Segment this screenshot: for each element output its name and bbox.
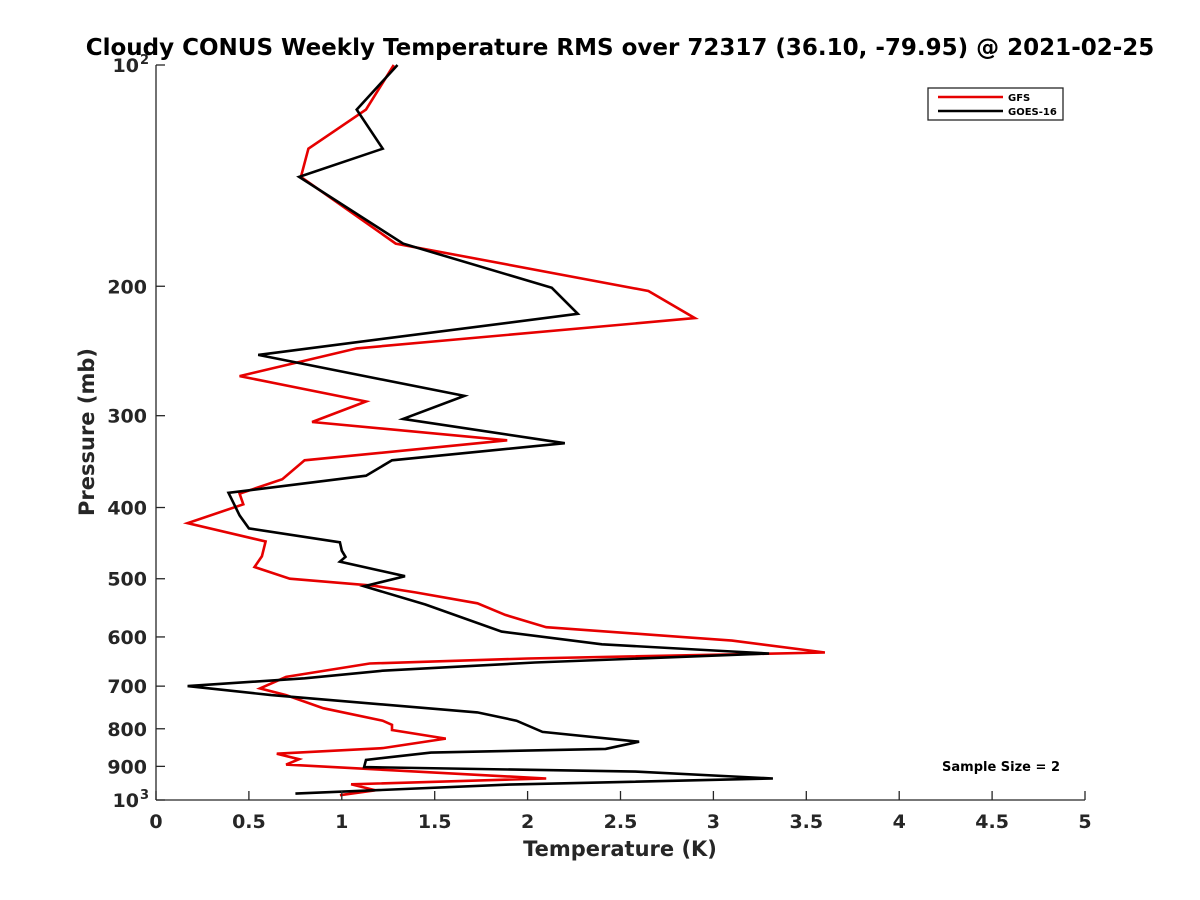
- legend-label: GOES-16: [1008, 107, 1057, 118]
- axes-layer: 0 0.5 1 1.5 2 2.5 3 3.5 4 4.5 510 22003004005006007…: [107, 53, 1091, 833]
- y-tick-label: 500: [107, 569, 147, 591]
- series-line-goes-16: [187, 64, 773, 795]
- x-axis-label: Temperature (K): [523, 837, 717, 861]
- legend-box: [927, 87, 1064, 121]
- x-tick-label: 4.5: [975, 811, 1009, 833]
- y-tick-label: 300: [107, 406, 147, 428]
- y-tick-label: 400: [107, 498, 147, 520]
- chart-title: Cloudy CONUS Weekly Temperature RMS over…: [86, 35, 1155, 61]
- y-axis-label: Pressure (mb): [75, 348, 99, 516]
- x-tick-label: 0.5: [232, 811, 266, 833]
- x-tick-label: 2.5: [604, 811, 638, 833]
- sample-size-annotation: Sample Size = 2: [942, 760, 1060, 775]
- plot-area: [156, 65, 1085, 800]
- y-tick-label: 800: [107, 719, 147, 741]
- y-tick-exponent: 3: [140, 788, 149, 803]
- x-tick-label: 1: [335, 811, 348, 833]
- y-tick-label: 10: [113, 55, 139, 77]
- series-layer: [182, 64, 826, 797]
- y-tick-label: 10: [113, 790, 139, 812]
- x-tick-label: 1.5: [418, 811, 452, 833]
- x-tick-label: 3.5: [789, 811, 823, 833]
- x-tick-label: 2: [521, 811, 534, 833]
- x-tick-label: 5: [1078, 811, 1091, 833]
- y-tick-label: 200: [107, 276, 147, 298]
- y-tick-exponent: 2: [140, 53, 149, 68]
- y-tick-label: 700: [107, 676, 147, 698]
- x-tick-label: 4: [893, 811, 906, 833]
- x-tick-label: 0: [149, 811, 162, 833]
- legend-label: GFS: [1008, 93, 1030, 104]
- y-tick-label: 600: [107, 627, 147, 649]
- y-tick-label: 900: [107, 756, 147, 778]
- legend: GFS GOES-16: [927, 87, 1064, 121]
- plot-background: [156, 65, 1085, 800]
- x-tick-label: 3: [707, 811, 720, 833]
